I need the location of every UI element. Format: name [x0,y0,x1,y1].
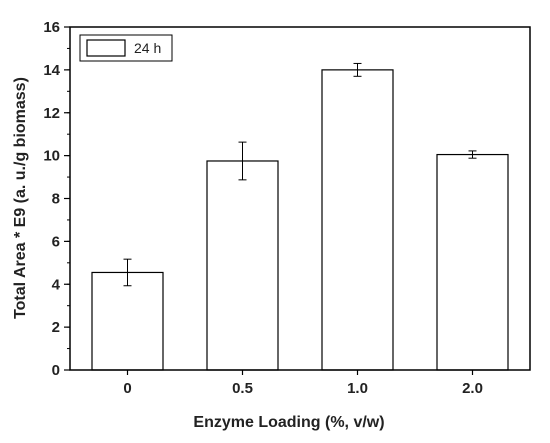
x-tick-label: 0 [123,380,131,397]
x-axis-title: Enzyme Loading (%, v/w) [193,414,384,431]
x-tick-label: 0.5 [232,380,253,397]
bars-layer [91,69,509,371]
bar [321,69,394,371]
x-tick-label: 2.0 [462,380,483,397]
y-tick-label: 2 [52,319,60,336]
bar [206,160,279,371]
y-axis-title: Total Area * E9 (a. u./g biomass) [12,77,29,319]
axes-layer [64,26,531,375]
y-tick-label: 10 [43,148,60,165]
y-tick-label: 0 [52,362,60,379]
y-tick-label: 6 [52,233,60,250]
bar [91,271,164,371]
legend-box [79,34,173,62]
y-tick-label: 12 [43,105,60,122]
y-tick-label: 4 [52,276,61,293]
legend-label: 24 h [134,40,161,56]
y-tick-label: 8 [52,191,60,208]
bar [436,153,509,371]
y-tick-label: 16 [43,19,60,36]
legend-swatch [86,39,126,57]
error-bars-layer [123,62,477,287]
x-tick-label: 1.0 [347,380,368,397]
y-tick-label: 14 [43,62,60,79]
legend: 24 h [79,34,173,62]
tick-labels-layer: 0 0.5 1.0 2.0 0 2 4 6 8 10 12 14 16 [43,19,483,397]
